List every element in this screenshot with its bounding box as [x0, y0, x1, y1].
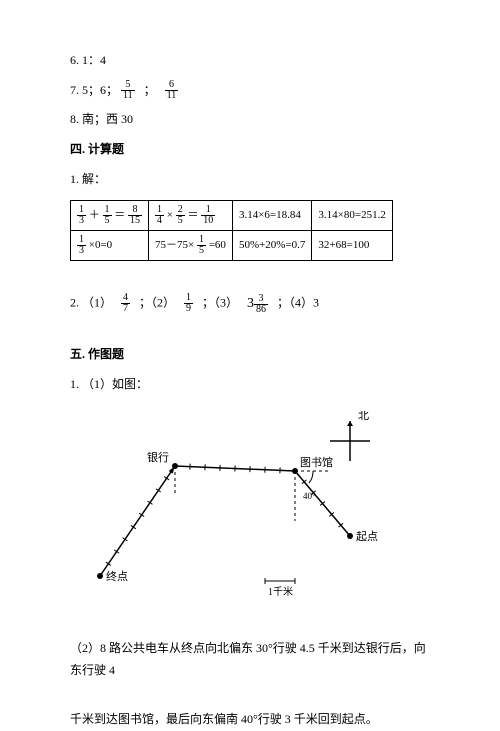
figure-container: 北 40° 银行 图书馆起点终点 1千米	[70, 411, 430, 619]
route-diagram: 北 40° 银行 图书馆起点终点 1千米	[70, 411, 430, 611]
q4-2: 2. （1） 47 ；（2） 19 ；（3） 3386 ；（4）3	[70, 291, 430, 316]
cell-r2c2: 75－75× 15 =60	[149, 231, 233, 261]
cell-r1c2: 14 × 25 ＝ 110	[149, 201, 233, 231]
svg-text:起点: 起点	[356, 530, 378, 543]
q4-2-f2: 19	[184, 293, 193, 314]
table-row: 13 ×0=0 75－75× 15 =60 50%+20%=0.7 32+68=…	[71, 231, 393, 261]
a7-sep: ；	[144, 83, 156, 97]
svg-text:40°: 40°	[303, 491, 316, 501]
q4-2-p1: 2. （1）	[70, 295, 112, 309]
table-row: 13 ＋ 15 ＝ 815 14 × 25 ＝ 110 3.14×6=18.84…	[71, 201, 393, 231]
section-4-title: 四. 计算题	[70, 139, 430, 161]
q4-2-p2: ；（2）	[139, 295, 175, 309]
q4-2-mixed: 3386	[247, 291, 268, 316]
svg-text:北: 北	[358, 411, 369, 422]
cell-r2c3: 50%+20%=0.7	[232, 231, 311, 261]
q4-2-f1: 47	[121, 293, 130, 314]
calc-table: 13 ＋ 15 ＝ 815 14 × 25 ＝ 110 3.14×6=18.84…	[70, 200, 393, 261]
q5-2-line2: 千米到达图书馆，最后向东偏南 40°行驶 3 千米回到起点。	[70, 709, 430, 731]
q4-1: 1. 解：	[70, 169, 430, 191]
svg-text:图书馆: 图书馆	[300, 455, 333, 469]
frac-den: 11	[121, 91, 135, 101]
answer-8: 8. 南；西 30	[70, 109, 430, 131]
cell-r1c1: 13 ＋ 15 ＝ 815	[71, 201, 149, 231]
cell-r2c4: 32+68=100	[312, 231, 392, 261]
section-5-title: 五. 作图题	[70, 344, 430, 366]
answer-6: 6. 1：4	[70, 50, 430, 72]
q5-2-line1: （2）8 路公共电车从终点向北偏东 30°行驶 4.5 千米到达银行后，向东行驶…	[70, 638, 430, 681]
a7-prefix: 7. 5；6；	[70, 83, 118, 97]
cell-r2c1: 13 ×0=0	[71, 231, 149, 261]
answer-7: 7. 5；6； 5 11 ； 6 11	[70, 80, 430, 102]
cell-r1c4: 3.14×80=251.2	[312, 201, 392, 231]
a7-frac1: 5 11	[121, 80, 135, 101]
q4-2-p4: ；（4）3	[277, 295, 319, 309]
a7-frac2: 6 11	[165, 80, 179, 101]
q4-2-p3: ；（3）	[202, 295, 238, 309]
svg-text:银行: 银行	[147, 450, 169, 464]
svg-text:终点: 终点	[106, 569, 128, 583]
svg-text:1千米: 1千米	[268, 585, 293, 598]
q5-1: 1. （1）如图：	[70, 374, 430, 396]
cell-r1c3: 3.14×6=18.84	[232, 201, 311, 231]
frac-den: 11	[165, 91, 179, 101]
